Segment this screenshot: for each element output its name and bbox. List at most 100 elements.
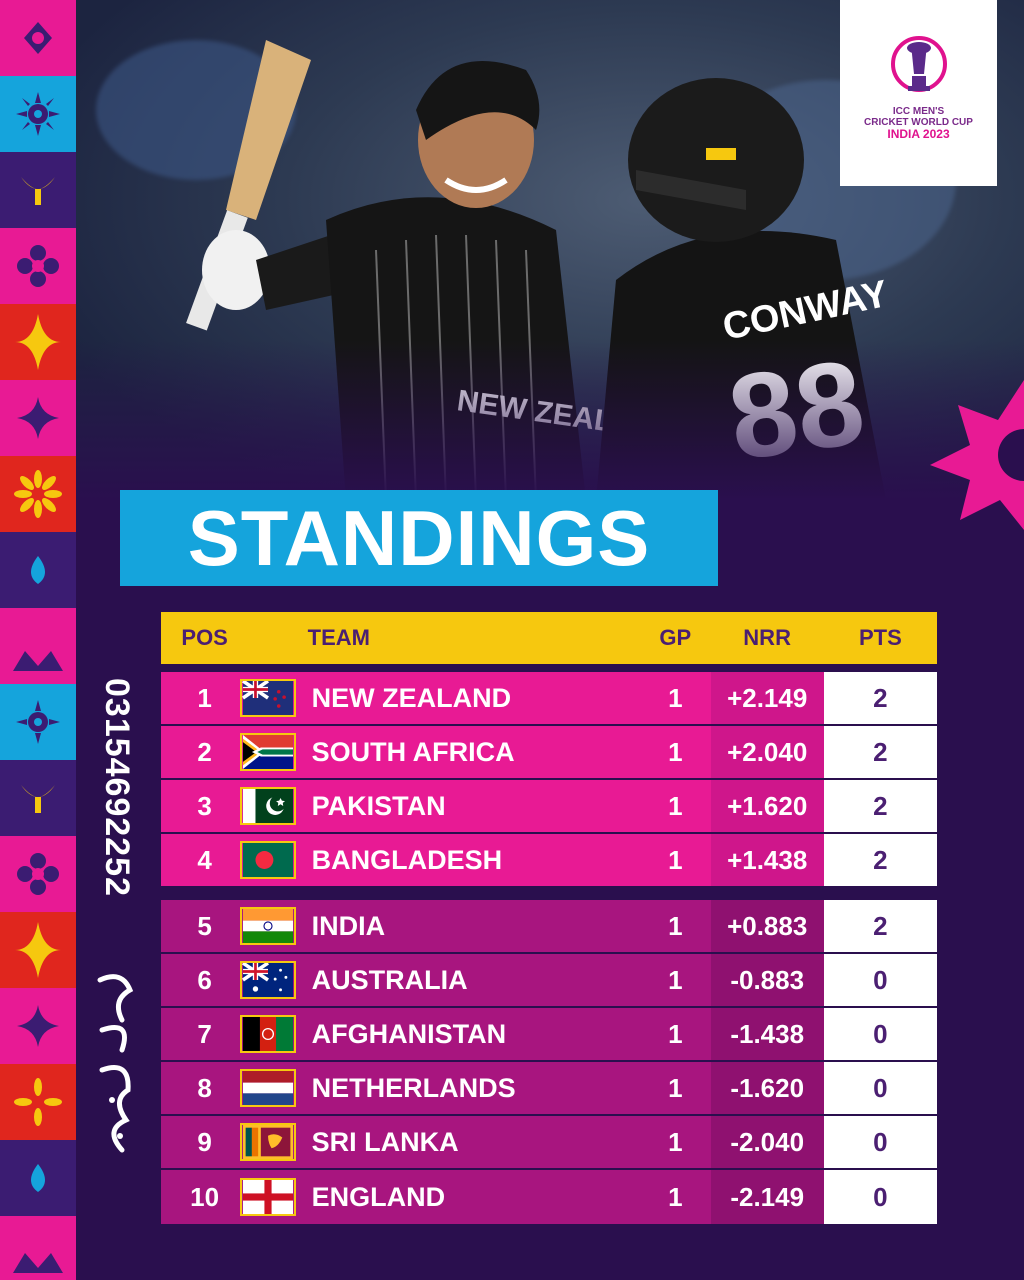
row-pos: 5	[197, 910, 212, 941]
drop-pattern-icon	[0, 1140, 76, 1216]
table-divider	[161, 888, 937, 900]
decorative-left-border	[0, 0, 76, 1280]
sa-flag-icon	[239, 733, 296, 771]
header-gp: GP	[659, 625, 692, 650]
starburst-decoration	[930, 380, 1024, 530]
flower-pattern-icon	[0, 836, 76, 912]
bd-flag-icon	[239, 841, 296, 879]
table-row: 10 ENGLAND 1 -2.149 0	[161, 1170, 937, 1224]
row-pos: 4	[197, 844, 212, 875]
star-pattern-icon	[0, 380, 76, 456]
sun-pattern-icon	[0, 684, 76, 760]
logo-line1: ICC MEN'S	[892, 106, 945, 117]
row-nrr: -2.040	[710, 1116, 824, 1168]
row-gp: 1	[668, 682, 683, 713]
star-pattern-icon	[0, 988, 76, 1064]
row-nrr: -2.149	[710, 1170, 824, 1224]
row-gp: 1	[668, 844, 683, 875]
table-row: 8 NETHERLANDS 1 -1.620 0	[161, 1062, 937, 1116]
table-row: 5 INDIA 1 +0.883 2	[161, 900, 937, 954]
title-banner: STANDINGS	[120, 490, 718, 586]
row-pts: 2	[823, 672, 937, 724]
row-team: NETHERLANDS	[311, 1072, 516, 1103]
bird-pattern-icon	[0, 760, 76, 836]
row-nrr: -1.438	[710, 1008, 824, 1060]
row-pts: 2	[823, 900, 937, 952]
world-cup-logo: ICC MEN'S CRICKET WORLD CUP INDIA 2023	[840, 0, 997, 186]
row-team: SRI LANKA	[311, 1126, 459, 1157]
player-number-text: 88	[721, 334, 872, 485]
row-team: AFGHANISTAN	[311, 1018, 507, 1049]
sunflower-pattern-icon	[0, 456, 76, 532]
sunflower-pattern-icon	[0, 1064, 76, 1140]
row-nrr: +2.040	[710, 726, 824, 778]
row-nrr: +2.149	[710, 672, 824, 724]
handwritten-signature-watermark	[97, 974, 134, 1153]
row-nrr: +1.438	[710, 834, 824, 886]
row-pts: 0	[823, 1170, 937, 1224]
row-pos: 9	[197, 1126, 212, 1157]
row-pos: 8	[197, 1072, 212, 1103]
diamond-pattern-icon	[0, 304, 76, 380]
row-gp: 1	[668, 964, 683, 995]
bird-pattern-icon	[0, 152, 76, 228]
row-pos: 7	[197, 1018, 212, 1049]
jersey-text: NEW ZEALAND	[455, 384, 636, 448]
lk-flag-icon	[239, 1123, 296, 1161]
logo-line2: CRICKET WORLD CUP	[864, 117, 973, 128]
diamond-pattern-icon	[0, 912, 76, 988]
flower-pattern-icon	[0, 228, 76, 304]
row-gp: 1	[668, 910, 683, 941]
row-team: INDIA	[311, 910, 386, 941]
row-gp: 1	[668, 1018, 683, 1049]
row-gp: 1	[668, 1126, 683, 1157]
row-pts: 2	[823, 834, 937, 886]
row-gp: 1	[668, 1072, 683, 1103]
au-flag-icon	[239, 961, 296, 999]
row-gp: 1	[668, 790, 683, 821]
table-row: 6 AUSTRALIA 1 -0.883 0	[161, 954, 937, 1008]
header-pos: POS	[181, 625, 228, 650]
row-nrr: +0.883	[710, 900, 824, 952]
standings-table: POS TEAM GP NRR PTS 1 NEW ZEALAND 1 +2.1…	[161, 612, 937, 1224]
row-team: NEW ZEALAND	[311, 682, 512, 713]
phone-watermark: 03154692252	[98, 678, 136, 898]
pattern-tile	[0, 1216, 76, 1280]
row-pos: 6	[197, 964, 212, 995]
row-pts: 2	[823, 726, 937, 778]
drop-pattern-icon	[0, 532, 76, 608]
nz-flag-icon	[239, 679, 296, 717]
row-team: PAKISTAN	[311, 790, 446, 821]
af-flag-icon	[239, 1015, 296, 1053]
row-gp: 1	[668, 1181, 683, 1212]
pattern-tile	[0, 608, 76, 684]
nl-flag-icon	[239, 1069, 296, 1107]
in-flag-icon	[239, 907, 296, 945]
row-pos: 2	[197, 736, 212, 767]
row-pos: 3	[197, 790, 212, 821]
row-pts: 0	[823, 1116, 937, 1168]
trophy-icon	[890, 36, 947, 92]
row-nrr: +1.620	[710, 780, 824, 832]
row-nrr: -1.620	[710, 1062, 824, 1114]
logo-line3: INDIA 2023	[887, 127, 950, 141]
table-row: 4 BANGLADESH 1 +1.438 2	[161, 834, 937, 888]
header-team: TEAM	[307, 625, 370, 650]
row-pts: 0	[823, 1062, 937, 1114]
table-row: 1 NEW ZEALAND 1 +2.149 2	[161, 672, 937, 726]
row-pos: 10	[190, 1181, 220, 1212]
row-pts: 2	[823, 780, 937, 832]
table-header: POS TEAM GP NRR PTS	[161, 612, 937, 664]
row-team: AUSTRALIA	[311, 964, 468, 995]
row-team: BANGLADESH	[311, 844, 503, 875]
row-pts: 0	[823, 954, 937, 1006]
header-nrr: NRR	[743, 625, 791, 650]
en-flag-icon	[239, 1178, 296, 1216]
row-team: SOUTH AFRICA	[311, 736, 515, 767]
pattern-tile	[0, 0, 76, 76]
row-pos: 1	[197, 682, 212, 713]
row-team: ENGLAND	[311, 1181, 446, 1212]
table-row: 2 SOUTH AFRICA 1 +2.040 2	[161, 726, 937, 780]
table-row: 7 AFGHANISTAN 1 -1.438 0	[161, 1008, 937, 1062]
row-nrr: -0.883	[710, 954, 824, 1006]
